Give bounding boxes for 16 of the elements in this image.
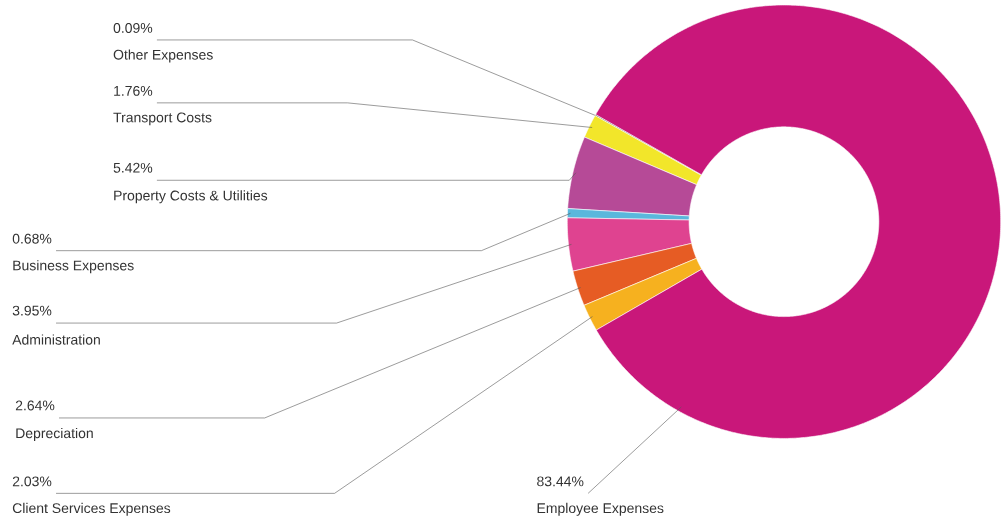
data-label: 83.44% xyxy=(537,476,584,487)
data-label: 0.09% xyxy=(113,22,153,33)
data-label: 0.68% xyxy=(12,233,52,244)
data-label: 5.42% xyxy=(113,162,153,173)
slice-label: Other Expenses xyxy=(113,49,213,63)
slice-label: Administration xyxy=(12,334,100,345)
data-label: 2.64% xyxy=(15,400,55,411)
data-label: 1.76% xyxy=(114,85,153,96)
slice-label: Client Services Expenses xyxy=(12,502,171,516)
slice-label: Depreciation xyxy=(16,427,93,441)
slice-label: Transport Costs xyxy=(113,112,212,126)
data-label: 3.95% xyxy=(12,305,52,316)
slice-label: Property Costs & Utilities xyxy=(114,190,268,204)
slice-label: Employee Expenses xyxy=(537,502,664,516)
slice-label: Business Expenses xyxy=(13,259,134,274)
data-label: 2.03% xyxy=(12,476,52,487)
